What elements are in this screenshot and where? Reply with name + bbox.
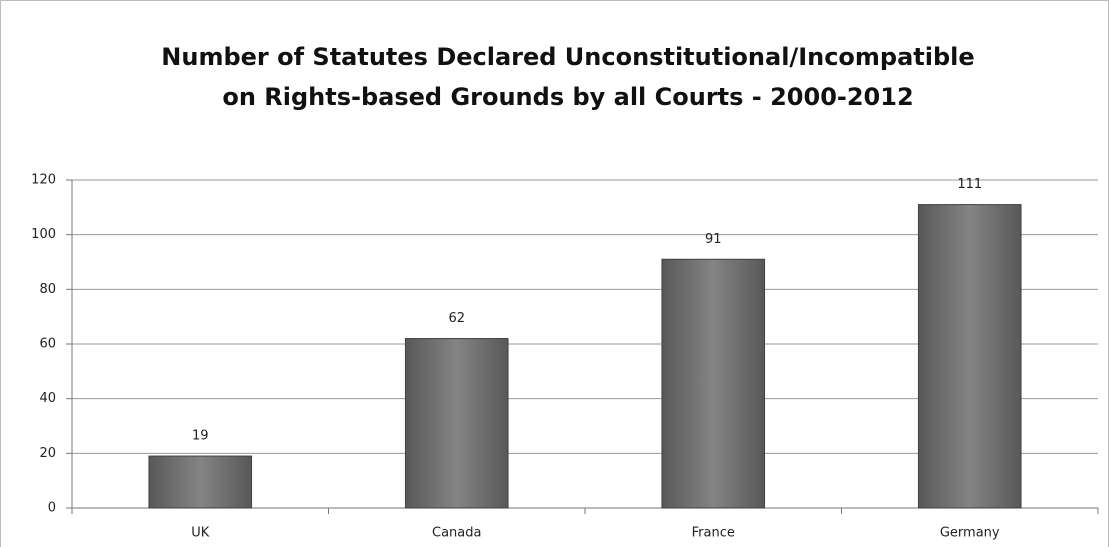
y-tick-label: 120 (31, 173, 56, 188)
x-tick-label: Canada (432, 526, 481, 541)
chart-title: Number of Statutes Declared Unconstituti… (161, 43, 974, 71)
data-label: 91 (705, 232, 722, 247)
y-tick-label: 80 (39, 282, 56, 297)
data-label: 111 (957, 177, 982, 192)
y-tick-label: 60 (39, 337, 56, 352)
chart-title: on Rights-based Grounds by all Courts - … (222, 83, 913, 111)
y-tick-label: 100 (31, 227, 56, 242)
bar (917, 204, 1022, 509)
data-label: 19 (192, 429, 209, 444)
x-tick-label: France (692, 526, 735, 541)
x-tick-label: UK (191, 526, 210, 541)
bar (661, 258, 766, 509)
bar (404, 338, 509, 509)
y-tick-label: 40 (39, 391, 56, 406)
x-tick-label: Germany (940, 526, 1000, 541)
bar (148, 455, 253, 509)
data-label: 62 (448, 311, 465, 326)
y-tick-label: 0 (48, 501, 56, 516)
y-tick-label: 20 (39, 446, 56, 461)
